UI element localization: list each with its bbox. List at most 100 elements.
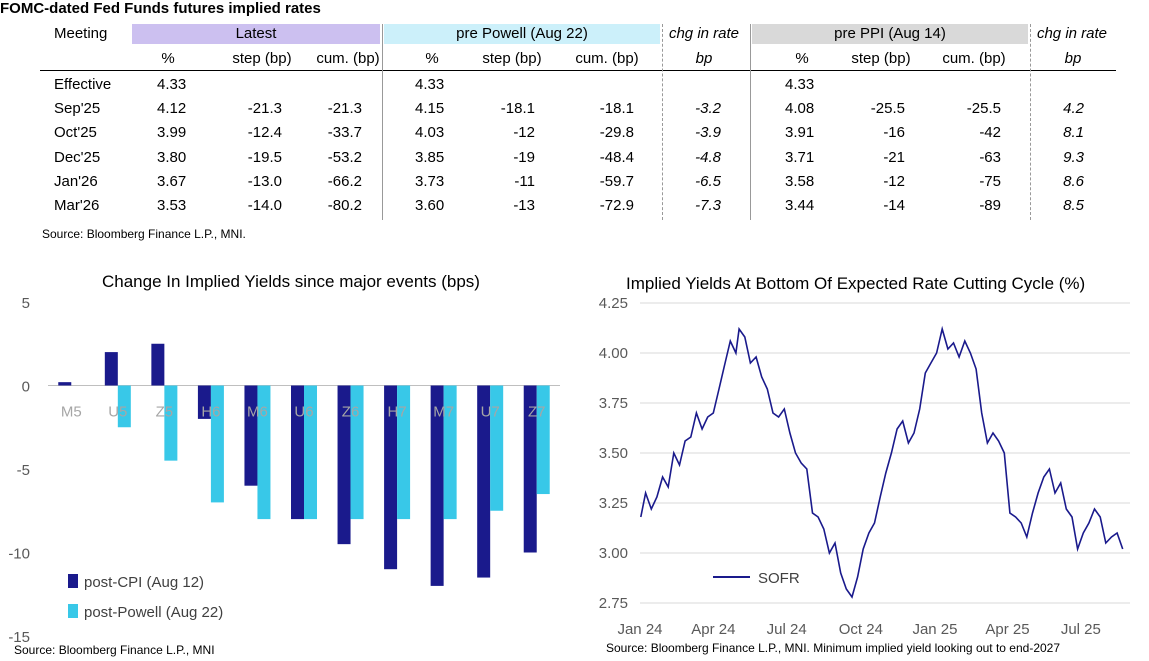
subheader-pct: %: [161, 50, 175, 67]
bar-post-cpi: [244, 385, 258, 486]
table-cell-p_pct: 4.15: [415, 100, 445, 118]
bar-post-cpi: [523, 385, 537, 553]
legend-label: SOFR: [758, 570, 800, 587]
bar-post-cpi: [477, 385, 491, 578]
x-tick-label: Z7: [528, 404, 546, 421]
y-tick-label: 3.50: [599, 445, 628, 462]
latest-group-header: Latest: [132, 24, 380, 44]
bar-post-powell: [443, 385, 457, 520]
table-cell-meeting: Mar'26: [54, 197, 100, 214]
x-tick-label: Jan 24: [617, 621, 662, 638]
table-cell-l_cum: -33.7: [327, 124, 362, 142]
bar-post-cpi: [430, 385, 444, 586]
y-tick-label: 4.25: [599, 295, 628, 312]
table-cell-chg1: -7.3: [695, 197, 721, 214]
table-cell-q_pct: 3.71: [785, 148, 815, 166]
x-tick-label: Z5: [156, 404, 174, 421]
x-tick-label: Apr 25: [985, 621, 1029, 638]
table-cell-chg1: -4.8: [695, 148, 721, 166]
bar-post-cpi: [337, 385, 351, 545]
bar-post-powell: [257, 385, 271, 520]
divider: [1030, 24, 1031, 220]
table-cell-p_pct: 4.33: [415, 76, 445, 93]
x-tick-label: H6: [201, 404, 220, 421]
legend-swatch: [68, 604, 78, 618]
bar-post-powell: [397, 385, 411, 520]
bar-chart: 5 0 -5 -10 -15 M5 U5 Z5 H6 M6 U6 Z6 H7 M7 U7 Z7 post-CPI…: [8, 295, 560, 646]
table-cell-meeting: Jan'26: [54, 172, 98, 190]
bar-post-powell: [117, 385, 131, 428]
y-tick-label: 3.75: [599, 395, 628, 412]
bar-chart-title: Change In Implied Yields since major eve…: [102, 272, 480, 291]
table-cell-meeting: Effective: [54, 76, 112, 93]
table-cell-q_step: -25.5: [870, 100, 905, 118]
table-cell-meeting: Oct'25: [54, 124, 97, 142]
table-cell-l_cum: -21.3: [327, 100, 362, 118]
x-tick-label: U7: [481, 404, 500, 421]
legend-label: post-Powell (Aug 22): [84, 604, 223, 621]
x-tick-label: Z6: [342, 404, 360, 421]
bar-post-cpi: [151, 343, 165, 386]
table-cell-q_cum: -25.5: [966, 100, 1001, 118]
bar-post-cpi: [58, 382, 72, 386]
bar-post-cpi: [291, 385, 304, 520]
table-cell-l_step: -19.5: [247, 148, 282, 166]
legend-swatch: [68, 574, 78, 588]
x-tick-label: M6: [247, 404, 268, 421]
table-cell-chg1: -3.9: [695, 124, 721, 142]
table-cell-q_pct: 3.44: [785, 197, 815, 214]
table-cell-l_step: -14.0: [247, 197, 282, 214]
table-cell-q_pct: 4.33: [785, 76, 815, 93]
table-title: FOMC-dated Fed Funds futures implied rat…: [0, 0, 321, 17]
y-tick-label: -5: [17, 462, 30, 479]
table-cell-q_step: -16: [883, 124, 905, 142]
table-cell-chg2: 4.2: [1063, 100, 1084, 118]
bar-post-powell: [490, 385, 504, 511]
table-cell-l_step: -12.4: [247, 124, 282, 142]
table-cell-l_step: -21.3: [247, 100, 282, 118]
table-cell-q_step: -12: [883, 172, 905, 190]
divider: [750, 24, 751, 220]
x-tick-label: M7: [433, 404, 454, 421]
line-chart: 4.25 4.00 3.75 3.50 3.25 3.00 2.75 Jan 24 Apr 24…: [599, 295, 1130, 638]
subheader-bp: bp: [695, 50, 713, 67]
table-cell-l_pct: 4.33: [157, 76, 187, 93]
table-cell-p_pct: 3.73: [415, 172, 445, 190]
table-cell-chg1: -6.5: [695, 172, 721, 190]
header-rule: [40, 70, 1116, 71]
x-tick-label: Apr 24: [691, 621, 735, 638]
table-cell-q_cum: -42: [979, 124, 1001, 142]
sofr-line: [640, 325, 1124, 599]
y-tick-label: 3.00: [599, 545, 628, 562]
x-tick-label: H7: [387, 404, 406, 421]
y-tick-label: 5: [22, 295, 30, 312]
subheader-step: step (bp): [851, 50, 911, 67]
bar-post-powell: [536, 385, 550, 495]
table-source: Source: Bloomberg Finance L.P., MNI.: [42, 227, 246, 241]
table-cell-p_cum: -29.8: [599, 124, 634, 142]
line-chart-title: Implied Yields At Bottom Of Expected Rat…: [626, 274, 1086, 293]
table-cell-q_pct: 3.91: [785, 124, 815, 142]
pre-powell-group-header: pre Powell (Aug 22): [384, 24, 660, 44]
subheader-cum: cum. (bp): [575, 50, 639, 67]
y-tick-label: -10: [8, 546, 30, 563]
table-cell-chg1: -3.2: [695, 100, 721, 118]
chg1-group-header: chg in rate: [668, 25, 740, 42]
y-tick-label: 2.75: [599, 595, 628, 612]
table-cell-p_pct: 3.60: [415, 197, 445, 214]
table-cell-q_step: -14: [883, 197, 905, 214]
table-cell-chg2: 9.3: [1063, 148, 1084, 166]
table-cell-q_cum: -75: [979, 172, 1001, 190]
subheader-step: step (bp): [482, 50, 542, 67]
pre-ppi-group-header: pre PPI (Aug 14): [752, 24, 1028, 44]
bar-post-powell: [304, 385, 317, 520]
table-cell-chg2: 8.6: [1063, 172, 1084, 190]
table-cell-meeting: Dec'25: [54, 148, 101, 166]
x-tick-label: M5: [61, 404, 82, 421]
table-cell-l_pct: 4.12: [157, 100, 187, 118]
x-tick-label: Jul 24: [767, 621, 807, 638]
table-cell-q_step: -21: [883, 148, 905, 166]
table-cell-chg2: 8.1: [1063, 124, 1084, 142]
subheader-cum: cum. (bp): [942, 50, 1006, 67]
table-cell-q_cum: -63: [979, 148, 1001, 166]
